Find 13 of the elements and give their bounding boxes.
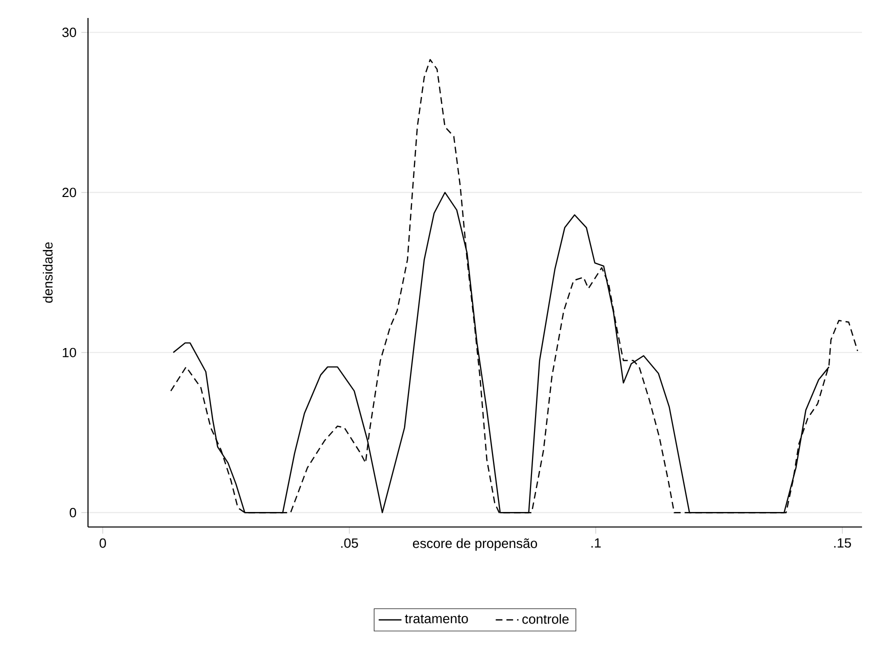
x-tick-label: 0 [100, 538, 106, 548]
legend-label: tratamento [404, 614, 468, 624]
y-axis-title: densidade [42, 242, 53, 303]
x-tick-label: .1 [591, 538, 601, 548]
y-tick-label: 20 [62, 188, 76, 198]
y-tick-label: 10 [62, 348, 76, 358]
y-tick-label: 30 [62, 28, 76, 38]
x-tick-label: .15 [834, 538, 852, 548]
x-axis-title: escore de propensão [412, 538, 538, 551]
y-tick-label: 0 [70, 508, 76, 518]
legend-label: controle [522, 614, 569, 624]
line-series [170, 59, 858, 514]
x-tick-label: .05 [341, 538, 358, 548]
